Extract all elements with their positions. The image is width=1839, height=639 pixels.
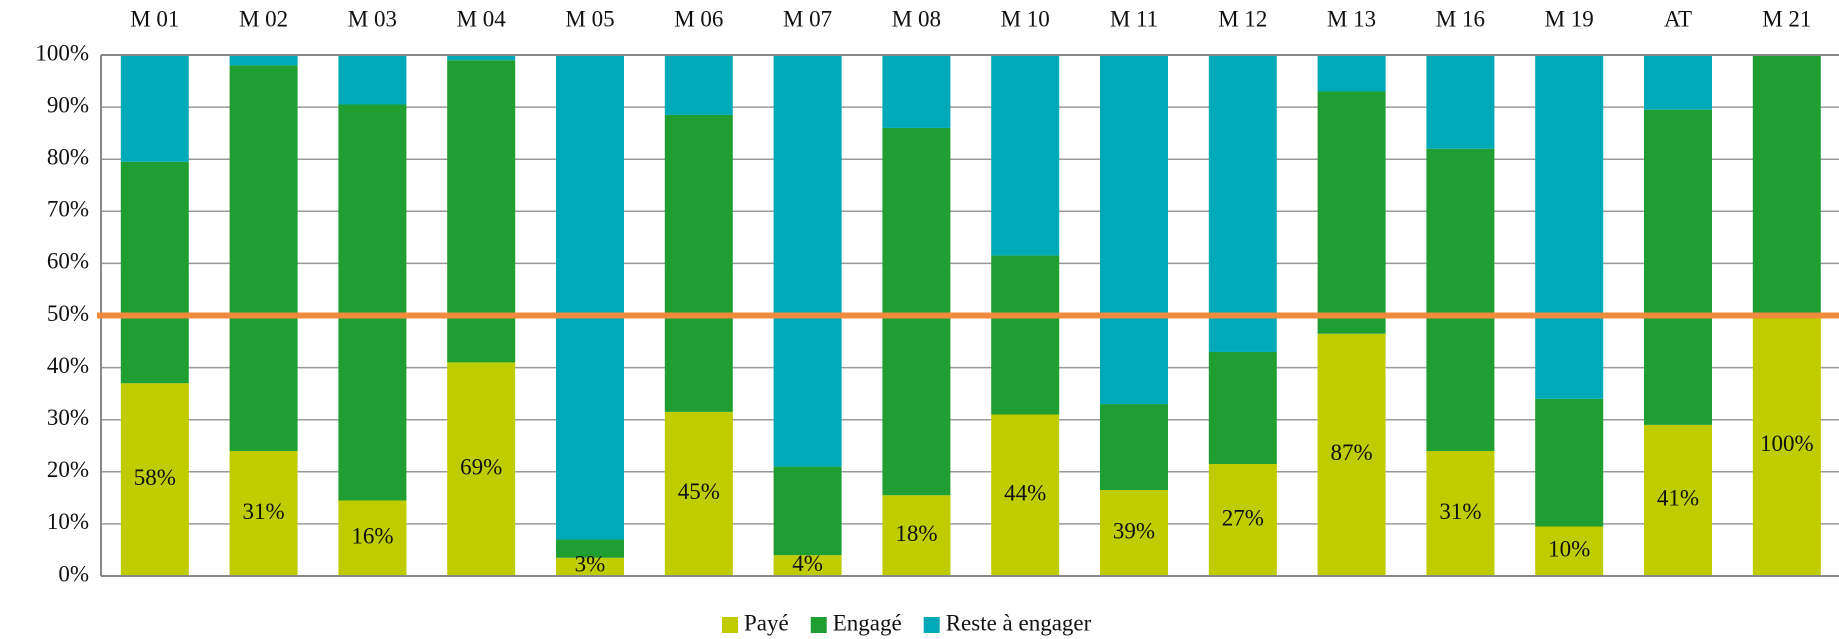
bar-segment — [447, 362, 516, 576]
bar-segment — [991, 255, 1060, 415]
bar-segment — [338, 500, 407, 576]
x-tick-label: M 16 — [1436, 6, 1485, 31]
bar-segment — [556, 55, 624, 540]
bar-label: 31% — [1439, 499, 1481, 524]
legend-swatch — [923, 617, 940, 633]
bar-segment — [1426, 450, 1495, 576]
bar-segment — [1100, 404, 1168, 491]
x-tick-label: M 05 — [565, 6, 614, 31]
x-tick-label: M 03 — [348, 6, 397, 31]
x-tick-label: M 02 — [239, 6, 288, 31]
bar-segment — [1317, 55, 1386, 92]
bar-segment — [1317, 333, 1386, 576]
legend-swatch — [722, 617, 738, 633]
bar-label: 10% — [1548, 537, 1590, 562]
x-tick-label: AT — [1664, 6, 1692, 31]
y-tick-label: 100% — [35, 40, 89, 65]
bar-label: 45% — [678, 479, 720, 504]
legend-swatch — [810, 617, 827, 633]
bar-label: 27% — [1222, 505, 1264, 530]
x-tick-label: M 01 — [130, 6, 179, 31]
x-tick-label: M 04 — [457, 6, 507, 31]
x-tick-label: M 11 — [1110, 6, 1158, 31]
bar-segment — [1100, 55, 1168, 405]
bar-segment — [338, 104, 407, 501]
x-tick-label: M 08 — [892, 6, 941, 31]
bar-segment — [773, 466, 842, 556]
bar-segment — [773, 555, 842, 576]
bar-segment — [229, 55, 298, 66]
bar-segment — [229, 450, 298, 576]
bar-segment — [120, 161, 189, 384]
x-tick-label: M 21 — [1762, 6, 1811, 31]
bar-segment — [338, 55, 407, 105]
bar-segment — [664, 114, 733, 412]
x-tick-label: M 13 — [1327, 6, 1376, 31]
bar-label: 87% — [1331, 440, 1373, 465]
bar-segment — [447, 60, 516, 363]
bar-segment — [664, 411, 733, 576]
y-tick-label: 80% — [47, 144, 89, 169]
bar-segment — [991, 414, 1060, 576]
bar-segment — [882, 127, 951, 496]
legend-label: Payé — [744, 610, 789, 635]
bar-segment — [1208, 351, 1277, 464]
bar-segment — [1426, 148, 1495, 451]
bar-label: 58% — [134, 465, 176, 490]
bar-label: 18% — [895, 521, 937, 546]
x-tick-label: M 07 — [783, 6, 832, 31]
x-tick-label: M 10 — [1001, 6, 1050, 31]
bar-segment — [1535, 526, 1604, 576]
bar-segment — [1535, 398, 1604, 527]
bar-label: 44% — [1004, 481, 1046, 506]
bar-segment — [1317, 91, 1386, 334]
bar-label: 39% — [1113, 518, 1155, 543]
y-tick-label: 40% — [47, 353, 89, 378]
bar-segment — [1644, 109, 1712, 425]
bar-segment — [120, 55, 189, 162]
bar-label: 4% — [792, 551, 823, 576]
bar-segment — [1752, 315, 1821, 576]
bar-segment — [882, 55, 951, 128]
y-tick-label: 0% — [58, 561, 89, 586]
bar-label: 31% — [243, 499, 285, 524]
bar-segment — [1426, 55, 1495, 149]
bar-segment — [991, 55, 1060, 256]
bar-segment — [1752, 55, 1821, 316]
y-tick-label: 50% — [47, 301, 89, 326]
y-tick-label: 60% — [47, 249, 89, 274]
x-tick-label: M 06 — [674, 6, 723, 31]
bar-segment — [556, 557, 624, 576]
bar-label: 41% — [1657, 486, 1699, 511]
legend-label: Engagé — [833, 610, 902, 635]
x-tick-label: M 12 — [1218, 6, 1267, 31]
y-tick-label: 20% — [47, 457, 89, 482]
bar-segment — [120, 383, 189, 576]
y-tick-label: 90% — [47, 92, 89, 117]
bar-segment — [664, 55, 733, 115]
bar-segment — [1644, 55, 1712, 110]
legend-label: Reste à engager — [946, 610, 1092, 635]
y-tick-label: 10% — [47, 509, 89, 534]
bar-label: 69% — [460, 454, 502, 479]
bar-segment — [1535, 55, 1604, 399]
bar-segment — [773, 55, 842, 467]
bar-segment — [1208, 463, 1277, 576]
bar-label: 3% — [575, 551, 606, 576]
bar-label: 16% — [351, 524, 393, 549]
y-tick-label: 70% — [47, 197, 89, 222]
x-tick-label: M 19 — [1545, 6, 1594, 31]
y-tick-label: 30% — [47, 405, 89, 430]
bar-label: 100% — [1760, 431, 1814, 456]
bar-segment — [1100, 490, 1168, 576]
bar-segment — [1644, 424, 1712, 576]
bar-segment — [556, 539, 624, 558]
bar-segment — [882, 495, 951, 576]
bar-segment — [1208, 55, 1277, 352]
bar-segment — [229, 65, 298, 451]
bar-segment — [447, 55, 516, 61]
